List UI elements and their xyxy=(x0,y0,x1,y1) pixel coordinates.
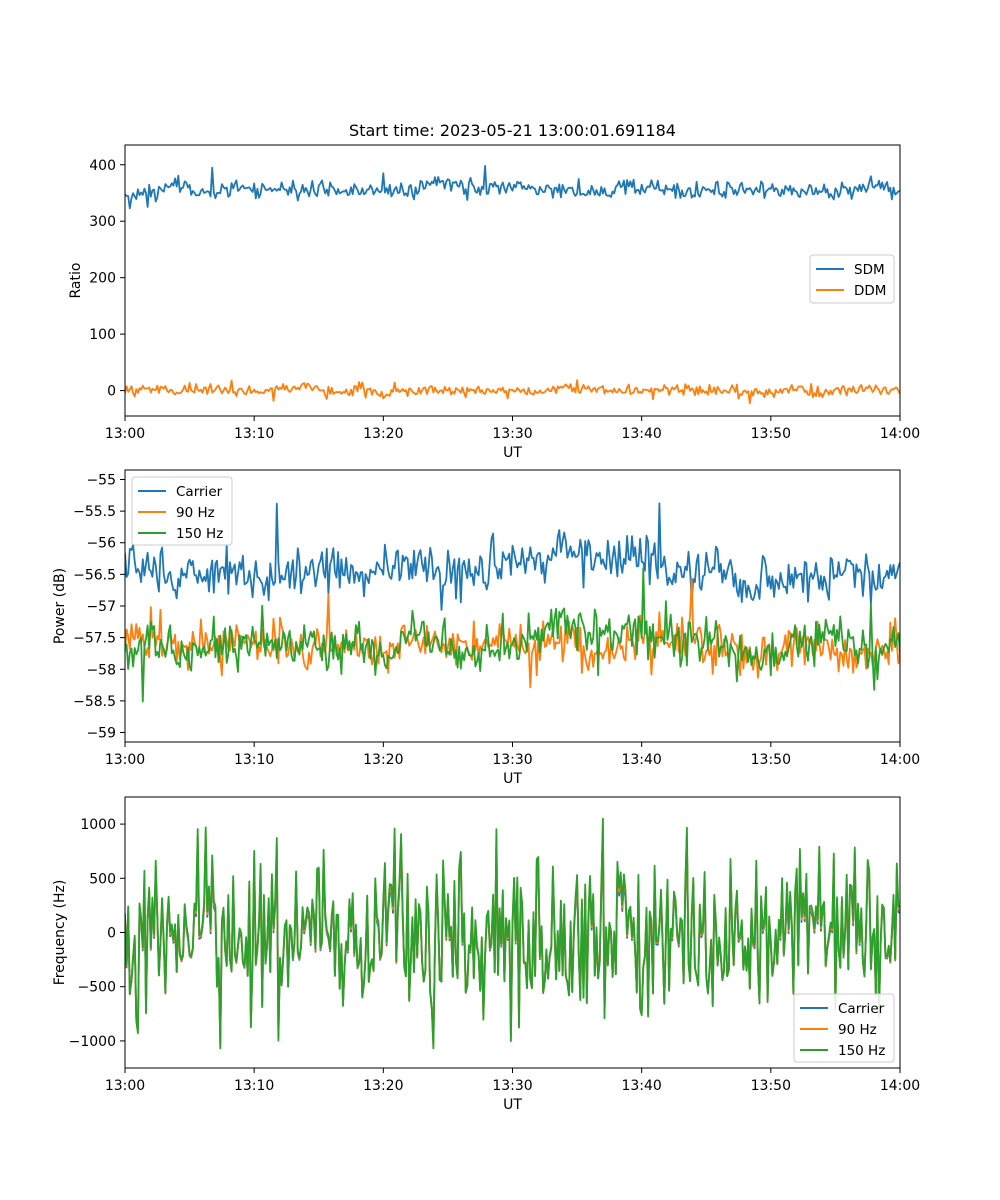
y-tick-label: −57 xyxy=(86,599,116,615)
series-line-90-hz xyxy=(125,577,900,689)
y-tick-label: 500 xyxy=(89,871,116,887)
legend-label: Carrier xyxy=(838,1001,885,1017)
legend: Carrier 90 Hz 150 Hz xyxy=(793,993,895,1063)
legend: Carrier 90 Hz 150 Hz xyxy=(131,476,233,546)
y-tick-label: 100 xyxy=(89,327,116,343)
x-tick-label: 13:20 xyxy=(363,752,403,768)
axes-frame xyxy=(124,469,901,743)
series-line-150-hz xyxy=(125,817,900,1050)
x-tick-label: 13:00 xyxy=(105,752,145,768)
x-tick-label: 13:00 xyxy=(105,426,145,442)
power-panel: 13:00 13:10 13:20 13:30 13:40 13:50 14:00 −55 −5… xyxy=(52,469,920,787)
x-axis-label: UT xyxy=(503,445,522,461)
y-tick-label: 300 xyxy=(89,214,116,230)
legend-label: 90 Hz xyxy=(176,505,215,521)
x-tick-label: 13:10 xyxy=(234,1078,274,1094)
y-axis-label: Frequency (Hz) xyxy=(52,880,68,986)
series-line-carrier xyxy=(125,502,900,611)
legend-label: SDM xyxy=(854,262,885,278)
y-tick-label: −56 xyxy=(86,536,116,552)
y-tick-label: −55.5 xyxy=(73,504,116,520)
y-tick-label: 200 xyxy=(89,271,116,287)
y-tick-label: −56.5 xyxy=(73,567,116,583)
legend-label: 150 Hz xyxy=(838,1043,885,1059)
frequency-panel: 13:00 13:10 13:20 13:30 13:40 13:50 14:00 1000 5… xyxy=(52,796,920,1113)
x-tick-label: 13:10 xyxy=(234,426,274,442)
legend-label: Carrier xyxy=(176,484,223,500)
y-tick-label: 400 xyxy=(89,158,116,174)
x-tick-label: 13:40 xyxy=(621,426,661,442)
x-axis-label: UT xyxy=(503,1097,522,1113)
x-tick-label: 14:00 xyxy=(880,752,920,768)
y-tick-label: −58 xyxy=(86,662,116,678)
y-tick-label: −59 xyxy=(86,726,116,742)
x-tick-label: 13:50 xyxy=(751,752,791,768)
x-axis-label: UT xyxy=(503,771,522,787)
y-tick-label: 0 xyxy=(107,926,116,942)
x-tick-label: 13:30 xyxy=(492,426,532,442)
y-tick-label: −1000 xyxy=(69,1034,116,1050)
power-series xyxy=(125,502,900,703)
x-tick-label: 13:10 xyxy=(234,752,274,768)
y-axis-label: Power (dB) xyxy=(52,568,68,644)
y-tick-label: 1000 xyxy=(80,817,116,833)
series-line-sdm xyxy=(125,164,900,210)
x-tick-label: 13:20 xyxy=(363,1078,403,1094)
y-tick-label: 0 xyxy=(107,384,116,400)
ratio-panel: 13:00 13:10 13:20 13:30 13:40 13:50 14:00 0 100 2… xyxy=(68,144,920,461)
x-tick-label: 14:00 xyxy=(880,426,920,442)
series-line-ddm xyxy=(125,379,900,405)
legend: SDM DDM xyxy=(809,254,895,304)
series-line-150-hz xyxy=(125,567,900,703)
x-tick-label: 14:00 xyxy=(880,1078,920,1094)
y-tick-label: −55 xyxy=(86,472,116,488)
figure-title: Start time: 2023-05-21 13:00:01.691184 xyxy=(349,121,676,140)
legend-label: 90 Hz xyxy=(838,1022,877,1038)
x-tick-label: 13:40 xyxy=(621,1078,661,1094)
x-tick-label: 13:30 xyxy=(492,752,532,768)
ratio-series xyxy=(125,164,900,405)
y-axis-label: Ratio xyxy=(68,263,84,299)
legend-label: 150 Hz xyxy=(176,526,223,542)
x-tick-label: 13:20 xyxy=(363,426,403,442)
legend-label: DDM xyxy=(854,283,886,299)
x-tick-label: 13:50 xyxy=(751,1078,791,1094)
x-tick-label: 13:30 xyxy=(492,1078,532,1094)
y-tick-label: −500 xyxy=(78,980,116,996)
x-tick-label: 13:00 xyxy=(105,1078,145,1094)
x-tick-label: 13:50 xyxy=(751,426,791,442)
frequency-series xyxy=(125,817,900,1050)
y-tick-label: −57.5 xyxy=(73,631,116,647)
y-tick-label: −58.5 xyxy=(73,694,116,710)
x-tick-label: 13:40 xyxy=(621,752,661,768)
